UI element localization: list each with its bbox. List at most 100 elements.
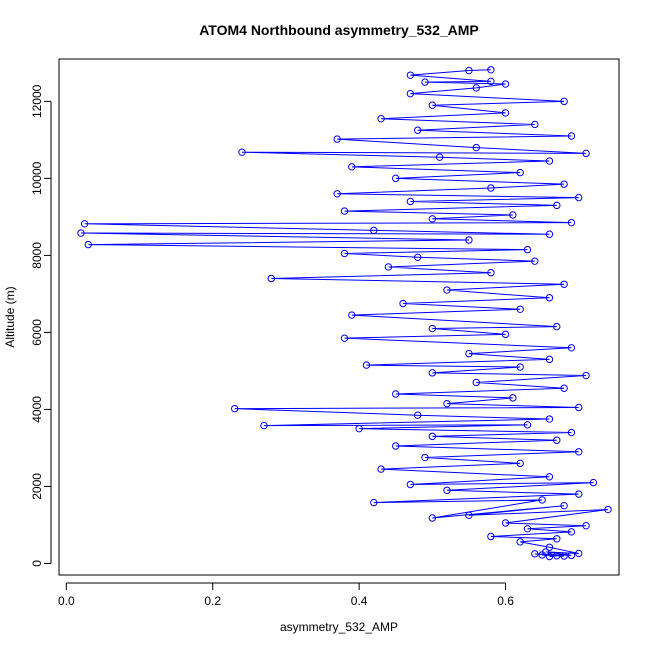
data-point [392,390,400,398]
y-tick-label: 12000 [30,84,44,118]
plot-area-frame [58,58,620,576]
x-axis: 0.0 0.2 0.4 0.6 [58,582,514,608]
data-point [560,384,568,392]
data-point [370,498,378,507]
y-axis-label: Altitude (m) [3,286,17,347]
data-point [531,257,539,265]
series-layer [77,66,612,561]
data-point [553,535,561,543]
data-point [399,299,407,308]
data-point [406,197,415,206]
data-point [501,519,510,527]
data-point [487,77,495,86]
data-point [545,552,554,561]
data-point [545,543,554,551]
x-tick-label: 0.2 [204,594,221,608]
data-point [516,459,524,468]
data-point [77,229,85,237]
data-point [465,236,473,244]
data-point [340,207,349,215]
data-point [428,215,437,223]
y-tick-label: 4000 [30,396,44,423]
data-point [509,211,517,219]
data-point [567,218,576,227]
data-point [501,80,510,88]
data-point [553,436,561,444]
data-point [333,190,341,198]
data-point [406,71,415,79]
data-point [340,249,349,258]
data-point [377,465,385,473]
data-point [501,330,510,339]
data-point [80,220,89,228]
data-point [428,369,437,377]
y-tick-label: 0 [30,560,44,567]
data-point [567,428,576,437]
data-point [392,174,400,183]
data-point [413,411,422,419]
data-point [567,344,576,352]
data-point [567,132,576,140]
data-point [413,253,422,262]
data-point [516,305,524,313]
data-point [582,149,590,158]
data-point [575,549,583,558]
x-axis-label: asymmetry_532_AMP [280,620,398,634]
data-point [472,143,480,152]
data-point [406,89,415,98]
data-point [545,157,554,165]
data-point [84,240,92,249]
data-point [348,163,356,171]
x-tick-label: 0.0 [58,594,75,608]
data-point [604,505,612,514]
x-tick-label: 0.6 [497,594,514,608]
data-point [230,404,239,413]
chart-title: ATOM4 Northbound asymmetry_532_AMP [199,22,479,38]
data-point [560,97,568,106]
data-point [413,126,422,134]
data-point [589,478,598,487]
data-point [545,294,554,302]
data-point [531,550,539,558]
data-point [377,114,385,123]
data-point [575,193,583,202]
data-point [487,269,495,277]
data-point [531,120,539,129]
data-point [516,168,524,177]
data-point [443,286,451,294]
data-point [406,480,415,489]
data-point [553,552,561,560]
data-point [538,496,546,504]
data-point [348,311,356,319]
data-point [545,473,554,481]
data-point [516,363,524,371]
data-point [523,245,532,254]
data-point [560,501,568,510]
data-point [575,448,583,456]
data-point [553,322,561,331]
data-point [370,226,378,235]
data-point [435,153,444,161]
data-point [487,184,495,192]
x-tick-label: 0.4 [351,594,368,608]
y-tick-label: 6000 [30,319,44,346]
data-point [443,399,451,408]
series-line [80,69,609,558]
data-point [267,274,275,283]
data-point [355,424,363,433]
data-point [421,453,429,462]
data-point [582,371,590,380]
data-point [465,66,473,75]
data-point [560,280,568,288]
data-point [560,180,568,188]
data-point [362,361,371,369]
data-point [560,552,568,560]
data-point [516,538,524,546]
data-point [392,442,400,450]
y-axis: 0 2000 4000 6000 8000 10000 12000 [30,84,52,567]
data-point [238,148,246,156]
data-point [421,78,429,86]
data-point [260,421,268,430]
y-tick-label: 2000 [30,473,44,500]
